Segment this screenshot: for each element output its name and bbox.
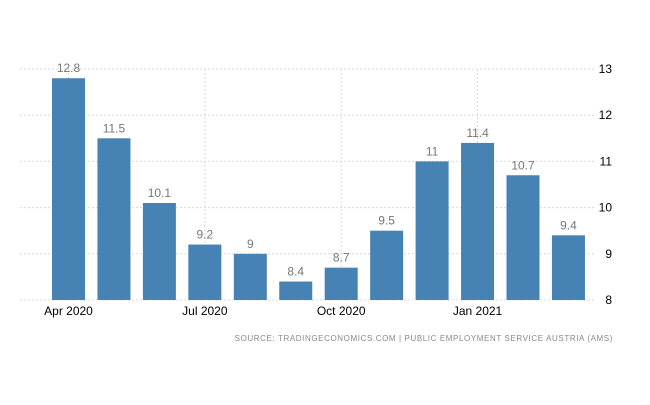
x-tick-label: Jan 2021 — [453, 304, 503, 318]
bar — [188, 244, 222, 300]
source-note: SOURCE: TRADINGECONOMICS.COM | PUBLIC EM… — [235, 334, 613, 343]
x-tick-label: Apr 2020 — [44, 304, 93, 318]
y-tick-label: 9 — [605, 247, 612, 261]
bar-value-label: 11.5 — [103, 121, 126, 135]
bar — [551, 235, 585, 300]
bar-value-label: 8.7 — [333, 251, 350, 265]
bar — [97, 138, 131, 300]
bar-value-label: 12.8 — [57, 61, 81, 75]
bar — [52, 78, 85, 301]
bar — [142, 202, 176, 300]
bar — [506, 175, 540, 300]
bar-value-label: 9.5 — [378, 214, 395, 228]
bar-value-label: 10.7 — [511, 158, 535, 172]
bar — [324, 267, 358, 300]
bar-value-label: 9 — [247, 237, 254, 251]
bar-value-label: 9.2 — [197, 228, 214, 242]
y-tick-label: 12 — [599, 108, 613, 122]
y-tick-label: 13 — [599, 62, 613, 76]
x-tick-label: Oct 2020 — [317, 304, 366, 318]
bar-layer — [52, 78, 585, 301]
y-axis: 8 9 10 11 12 13 — [599, 62, 613, 307]
value-label-layer: 12.8 11.5 10.1 9.2 9 8.4 8.7 9.5 11 11.4 10.7 9.4 — [57, 61, 577, 278]
bar — [461, 142, 495, 300]
bar — [415, 161, 449, 300]
bar — [233, 253, 267, 300]
y-tick-label: 11 — [600, 154, 613, 168]
x-axis: Apr 2020 Jul 2020 Oct 2020 Jan 2021 — [44, 304, 502, 318]
bar-value-label: 8.4 — [287, 265, 304, 279]
bar — [279, 281, 313, 300]
bar-value-label: 11 — [426, 144, 439, 158]
bar-value-label: 9.4 — [560, 218, 577, 232]
bar-value-label: 10.1 — [148, 186, 172, 200]
y-tick-label: 10 — [599, 201, 613, 215]
y-tick-label: 8 — [605, 293, 612, 307]
bar — [370, 230, 404, 300]
x-tick-label: Jul 2020 — [182, 304, 228, 318]
bar-value-label: 11.4 — [466, 126, 489, 140]
